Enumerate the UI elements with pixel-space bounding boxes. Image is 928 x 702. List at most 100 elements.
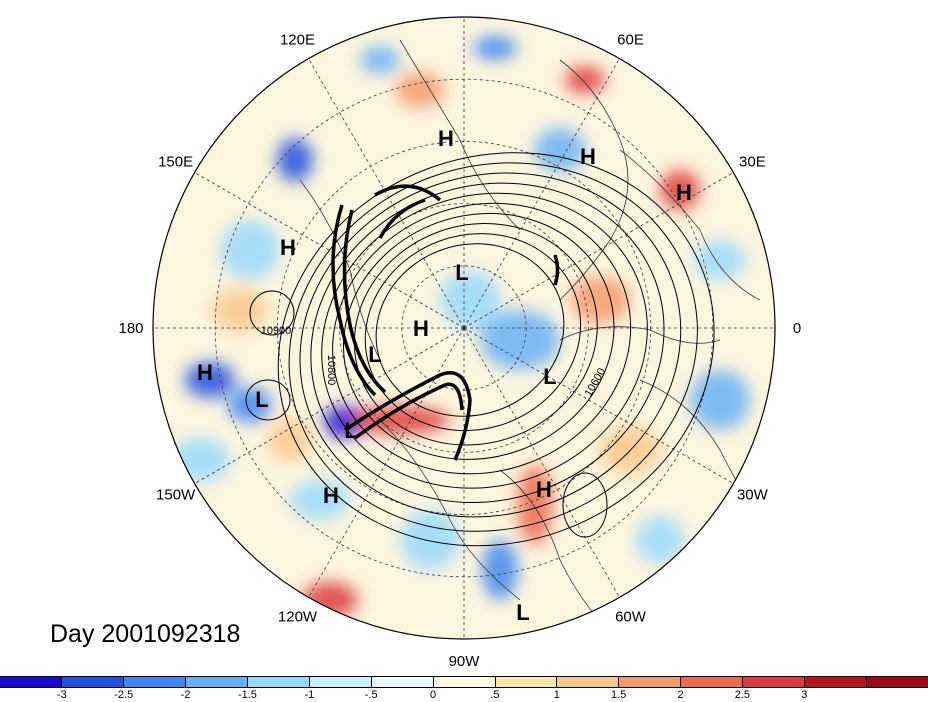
colorbar [0, 676, 928, 688]
longitude-label: 60E [617, 32, 644, 49]
colorbar-tick-label: 2.5 [734, 689, 751, 701]
colorbar-tick-label: -1 [304, 689, 315, 701]
anomaly-patch [482, 540, 518, 600]
height-contour [364, 233, 582, 432]
anomaly-patch [290, 480, 350, 520]
polar-stereographic-map: 90E 60E 30E 0 30W 60W 90W 120W 150W 180 150E 120E H… [118, 0, 801, 670]
meridian-line [463, 327, 620, 598]
colorbar-tick-label: -2.5 [114, 689, 134, 701]
anomaly-patch [517, 465, 553, 545]
height-contour [288, 162, 698, 532]
day-label: Day 2001092318 [50, 620, 241, 648]
colorbar-swatch [681, 677, 744, 687]
anomaly-patch [170, 438, 230, 482]
colorbar-swatch [185, 677, 248, 687]
colorbar-swatch [247, 677, 310, 687]
anomaly-patch [360, 46, 400, 74]
height-contour [277, 152, 715, 547]
anomaly-patch [350, 406, 450, 434]
longitude-label: 90E [451, 0, 478, 4]
anomaly-patch [268, 418, 312, 462]
longitude-label: 0 [793, 320, 801, 337]
meridian-line [463, 58, 620, 329]
latitude-circle [339, 203, 589, 453]
anomaly-patch [636, 516, 684, 564]
height-contour [321, 192, 648, 489]
colorbar-swatch [123, 677, 186, 687]
map-boundary [152, 16, 776, 640]
colorbar-tick-label: 0 [430, 689, 437, 701]
longitude-label: 60W [615, 608, 647, 625]
colorbar-swatch [867, 677, 928, 687]
high-pressure-center: H [536, 477, 552, 502]
meridian-line [463, 172, 734, 329]
colorbar-tick-label: 3 [801, 689, 808, 701]
anomaly-patch [185, 362, 235, 398]
colorbar-swatch [433, 677, 496, 687]
anomaly-patch [440, 270, 500, 330]
meridian-line [194, 172, 465, 329]
low-pressure-center: L [455, 260, 468, 285]
colorbar-labels: -3 -2.5 -2 -1.5 -1 -.5 0 .5 1 1.5 2 2.5 3 [0, 689, 928, 702]
colorbar-swatch [495, 677, 558, 687]
height-contour [562, 472, 608, 538]
contour-label: 10800 [325, 355, 337, 386]
low-pressure-center: L [344, 418, 357, 443]
height-contour [332, 202, 632, 475]
high-pressure-center: H [413, 316, 429, 341]
height-contour [342, 212, 615, 460]
high-pressure-center: H [438, 126, 454, 151]
longitude-label: 30W [737, 487, 769, 504]
colorbar-swatch [0, 677, 62, 687]
longitude-label: 180 [118, 320, 143, 337]
meridian-line [308, 327, 465, 598]
meridian-line [308, 58, 465, 329]
longitude-label: 150E [158, 154, 193, 171]
high-pressure-center: H [676, 180, 692, 205]
anomaly-patch [400, 510, 460, 570]
high-pressure-center: H [197, 360, 213, 385]
longitude-label: 150W [156, 487, 196, 504]
meridian-line [463, 327, 734, 484]
anomaly-patch [690, 370, 750, 430]
anomaly-patch [660, 170, 700, 210]
low-pressure-center: L [368, 342, 381, 367]
colorbar-tick-label: 1.5 [611, 689, 627, 701]
jet-streaks [331, 184, 560, 461]
longitude-label: 120W [278, 608, 318, 625]
anomaly-patch [570, 276, 630, 324]
longitude-label: 90W [449, 653, 481, 670]
anomaly-patch [212, 288, 268, 332]
low-pressure-center: L [543, 364, 556, 389]
colorbar-swatch [805, 677, 868, 687]
anomaly-patch [228, 387, 272, 423]
colorbar-tick-label: 2 [677, 689, 684, 701]
colorbar-tick-label: -1.5 [237, 689, 257, 701]
colorbar-tick-label: -3 [56, 689, 67, 701]
pressure-centers: H H H H L H L L H L L H H L [197, 126, 692, 625]
height-contour [249, 290, 295, 336]
colorbar-tick-label: -.5 [364, 689, 378, 701]
colorbar-tick-label: -2 [180, 689, 191, 701]
anomaly-patch [473, 36, 517, 60]
colorbar-swatch [557, 677, 620, 687]
graticule [153, 17, 775, 639]
colorbar-swatch [61, 677, 124, 687]
anomaly-patch [565, 66, 605, 94]
height-contour [375, 243, 565, 417]
longitude-labels: 90E 60E 30E 0 30W 60W 90W 120W 150W 180 150E 120E [118, 0, 801, 670]
colorbar-tick-label: .5 [490, 689, 500, 701]
anomaly-patch [277, 138, 313, 182]
low-pressure-center: L [516, 600, 529, 625]
colorbar-swatch [743, 677, 806, 687]
high-pressure-center: H [280, 235, 296, 260]
longitude-label: 30E [739, 154, 766, 171]
contour-label: 10900 [261, 325, 292, 337]
meridian-line [194, 327, 465, 484]
longitude-label: 120E [280, 32, 315, 49]
high-pressure-center: H [323, 483, 339, 508]
low-pressure-center: L [255, 387, 268, 412]
colorbar-swatch [371, 677, 434, 687]
anomaly-patch [220, 220, 280, 280]
high-pressure-center: H [580, 144, 596, 169]
